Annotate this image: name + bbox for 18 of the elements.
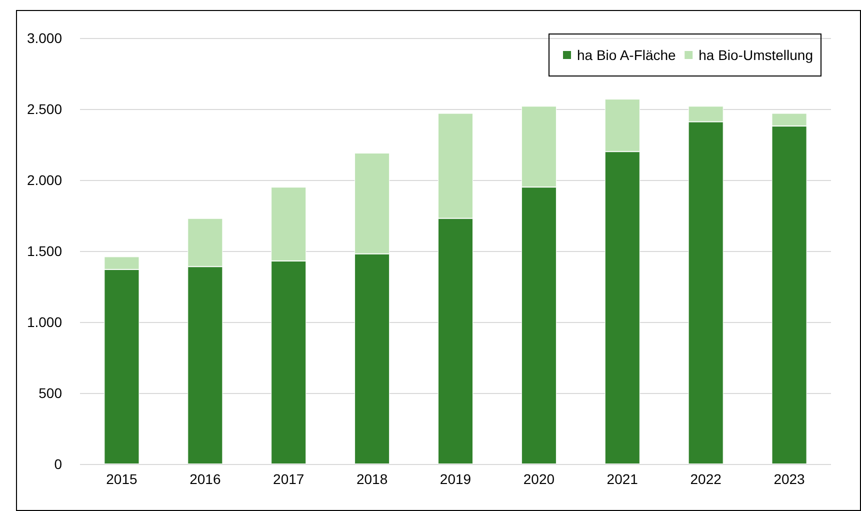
x-tick-label: 2021 <box>606 471 638 487</box>
y-tick-label: 3.000 <box>26 30 62 46</box>
x-tick-label: 2020 <box>523 471 555 487</box>
legend-label: ha Bio A-Fläche <box>577 47 676 63</box>
x-tick-label: 2019 <box>440 471 472 487</box>
x-tick-label: 2022 <box>690 471 722 487</box>
legend-label: ha Bio-Umstellung <box>698 47 814 63</box>
x-tick-label: 2023 <box>774 471 806 487</box>
y-tick-label: 500 <box>38 385 62 401</box>
x-tick-label: 2017 <box>273 471 304 487</box>
y-tick-label: 1.500 <box>26 243 62 259</box>
x-tick-label: 2018 <box>356 471 388 487</box>
y-tick-label: 1.000 <box>26 314 62 330</box>
x-tick-label: 2016 <box>190 471 221 487</box>
y-tick-label: 0 <box>54 456 62 472</box>
y-tick-label: 2.000 <box>26 172 62 188</box>
x-tick-label: 2015 <box>106 471 138 487</box>
y-tick-label: 2.500 <box>26 101 62 117</box>
